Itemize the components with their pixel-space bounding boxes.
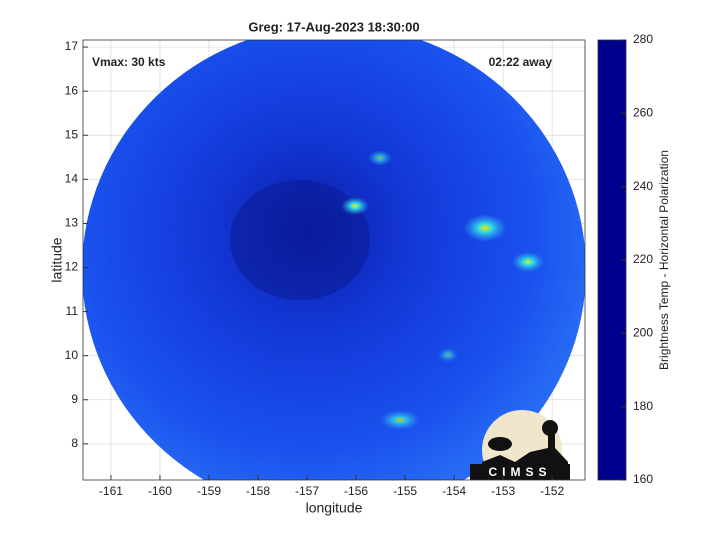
y-tick-label: 16 (65, 83, 79, 97)
colorbar-tick-label: 260 (633, 106, 653, 120)
colorbar-tick-label: 180 (633, 399, 653, 413)
y-tick-label: 11 (66, 304, 79, 318)
colorbar-tick-label: 160 (633, 472, 653, 486)
x-tick-label: -155 (393, 484, 417, 498)
x-axis-label: longitude (306, 500, 363, 516)
hot-spot (341, 197, 369, 215)
colorbar-tick-label: 280 (633, 32, 653, 46)
chart-title: Greg: 17-Aug-2023 18:30:00 (248, 19, 419, 34)
axes-box (82, 39, 586, 481)
y-tick-label: 17 (65, 39, 79, 53)
x-tick-label: -156 (344, 484, 368, 498)
colorbar-tick-label: 200 (633, 326, 653, 340)
x-tick-label: -157 (295, 484, 319, 498)
hot-spot (380, 410, 420, 430)
colorbar-label: Brightness Temp - Horizontal Polarizatio… (657, 150, 671, 370)
x-tick-label: -160 (148, 484, 172, 498)
y-tick-label: 12 (65, 260, 79, 274)
hot-spot (438, 348, 458, 362)
x-tick-label: -154 (442, 484, 466, 498)
x-tick-label: -158 (246, 484, 270, 498)
y-tick-label: 8 (71, 436, 78, 450)
colorbar-tick-label: 240 (633, 179, 653, 193)
y-tick-label: 9 (71, 392, 78, 406)
y-tick-label: 13 (65, 216, 79, 230)
x-tick-label: -161 (99, 484, 123, 498)
colorbar-tick-label: 220 (633, 252, 653, 266)
y-tick-label: 14 (65, 171, 79, 185)
eye-region (230, 180, 370, 300)
hot-spot (512, 252, 544, 272)
logo-text: CIMSS (488, 465, 551, 479)
hot-spot (463, 214, 507, 242)
x-tick-label: -159 (197, 484, 221, 498)
annotation: 02:22 away (489, 55, 553, 69)
hot-spot (368, 150, 392, 166)
image: CIMSS (83, 40, 585, 480)
y-tick-label: 10 (65, 348, 79, 362)
annotation: Vmax: 30 kts (92, 55, 166, 69)
x-tick-label: -153 (491, 484, 515, 498)
x-tick-label: -152 (540, 484, 564, 498)
y-tick-label: 15 (65, 127, 79, 141)
y-axis-label: latitude (49, 237, 65, 282)
logo: CIMSS (470, 410, 570, 480)
